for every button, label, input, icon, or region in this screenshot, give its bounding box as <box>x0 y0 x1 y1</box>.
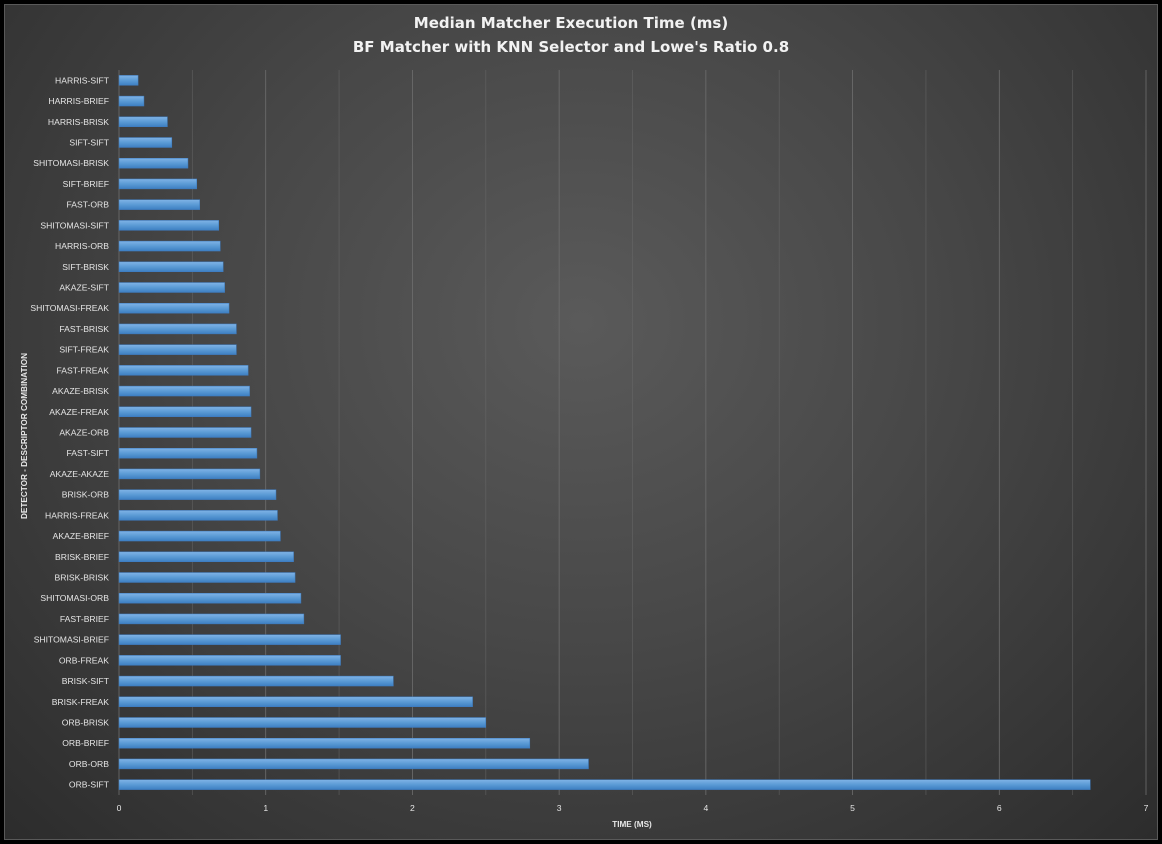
category-label: ORB-BRISK <box>62 718 110 728</box>
bar-harris-brisk <box>118 116 168 128</box>
category-label: AKAZE-ORB <box>59 428 109 438</box>
bar-fast-sift <box>118 447 258 459</box>
bar-shitomasi-sift <box>118 220 220 231</box>
bar-chart: Median Matcher Execution Time (ms) BF Ma… <box>20 14 1149 829</box>
x-tick-label: 3 <box>557 803 562 813</box>
x-tick-label: 2 <box>410 803 415 813</box>
bar-sift-sift <box>118 137 173 148</box>
category-labels: HARRIS-SIFT HARRIS-BRIEF HARRIS-BRISK SIFT-… <box>30 75 109 789</box>
bar-sift-brisk <box>118 261 224 273</box>
bar-orb-brisk <box>118 717 487 728</box>
bar-sift-freak <box>118 344 237 355</box>
bar-shitomasi-orb <box>118 592 302 604</box>
bar-harris-orb <box>118 240 221 252</box>
bar-harris-sift <box>118 75 139 86</box>
category-label: BRISK-BRIEF <box>55 552 109 562</box>
category-label: SIFT-BRIEF <box>63 179 109 189</box>
gridlines <box>118 70 1147 795</box>
x-tick-label: 6 <box>997 803 1002 813</box>
category-label: BRISK-FREAK <box>52 697 110 707</box>
category-label: SHITOMASI-ORB <box>40 593 109 603</box>
bar-shitomasi-freak <box>118 302 230 314</box>
category-label: AKAZE-FREAK <box>49 407 109 417</box>
bar-shitomasi-brisk <box>118 157 189 169</box>
bar-brisk-freak <box>118 696 473 708</box>
category-label: HARRIS-SIFT <box>55 75 110 85</box>
category-label: ORB-BRIEF <box>62 738 109 748</box>
bar-orb-orb <box>118 758 589 770</box>
bars <box>118 75 1091 790</box>
bar-brisk-brisk <box>118 572 296 583</box>
category-label: SHITOMASI-BRIEF <box>34 635 109 645</box>
y-axis-title: DETECTOR - DESCRIPTOR COMBINATION <box>20 353 29 519</box>
category-label: FAST-ORB <box>67 200 110 210</box>
category-label: SHITOMASI-FREAK <box>30 303 109 313</box>
x-tick-label: 1 <box>263 803 268 813</box>
category-label: FAST-SIFT <box>67 448 110 458</box>
bar-brisk-sift <box>118 675 394 687</box>
bar-fast-brief <box>118 613 305 625</box>
category-label: HARRIS-ORB <box>55 241 109 251</box>
x-tick-label: 7 <box>1144 803 1149 813</box>
bar-fast-freak <box>118 365 249 376</box>
category-label: SHITOMASI-SIFT <box>40 220 109 230</box>
category-label: AKAZE-BRISK <box>52 386 109 396</box>
bar-akaze-akaze <box>118 468 261 480</box>
bar-brisk-orb <box>118 489 277 500</box>
bar-fast-brisk <box>118 323 237 335</box>
category-label: HARRIS-BRIEF <box>48 96 109 106</box>
x-tick-label: 4 <box>703 803 708 813</box>
category-label: AKAZE-AKAZE <box>50 469 109 479</box>
category-label: SHITOMASI-BRISK <box>33 158 109 168</box>
category-label: ORB-FREAK <box>59 655 109 665</box>
bar-shitomasi-brief <box>118 634 341 645</box>
x-tick-labels: 0 1 2 3 4 5 6 7 <box>117 803 1149 813</box>
x-axis-title: TIME (MS) <box>612 820 652 829</box>
category-label: ORB-SIFT <box>69 780 110 790</box>
category-label: BRISK-ORB <box>62 490 110 500</box>
category-label: BRISK-BRISK <box>55 573 110 583</box>
category-label: AKAZE-BRIEF <box>53 531 109 541</box>
x-tick-label: 5 <box>850 803 855 813</box>
bar-akaze-freak <box>118 406 252 418</box>
bar-akaze-brief <box>118 530 281 542</box>
x-tick-label: 0 <box>117 803 122 813</box>
category-label: AKAZE-SIFT <box>59 283 109 293</box>
category-label: ORB-ORB <box>69 759 109 769</box>
bar-harris-freak <box>118 510 278 521</box>
category-label: BRISK-SIFT <box>62 676 110 686</box>
chart-subtitle: BF Matcher with KNN Selector and Lowe's … <box>353 38 789 56</box>
bar-fast-orb <box>118 199 200 210</box>
bar-orb-sift <box>118 779 1091 790</box>
category-label: SIFT-BRISK <box>62 262 109 272</box>
bar-akaze-brisk <box>118 385 250 397</box>
bar-orb-brief <box>118 737 531 749</box>
category-label: HARRIS-FREAK <box>45 510 109 520</box>
bar-akaze-orb <box>118 427 252 438</box>
category-label: FAST-FREAK <box>56 365 109 375</box>
category-label: FAST-BRIEF <box>60 614 109 624</box>
category-label: SIFT-SIFT <box>69 138 109 148</box>
chart-title: Median Matcher Execution Time (ms) <box>414 14 728 32</box>
bar-orb-freak <box>118 655 341 666</box>
category-label: HARRIS-BRISK <box>48 117 109 127</box>
bar-sift-brief <box>118 178 198 190</box>
category-label: FAST-BRISK <box>59 324 109 334</box>
bar-brisk-brief <box>118 551 294 563</box>
category-label: SIFT-FREAK <box>59 345 109 355</box>
chart-frame: Median Matcher Execution Time (ms) BF Ma… <box>4 4 1158 840</box>
bar-harris-brief <box>118 95 145 107</box>
bar-akaze-sift <box>118 282 225 293</box>
